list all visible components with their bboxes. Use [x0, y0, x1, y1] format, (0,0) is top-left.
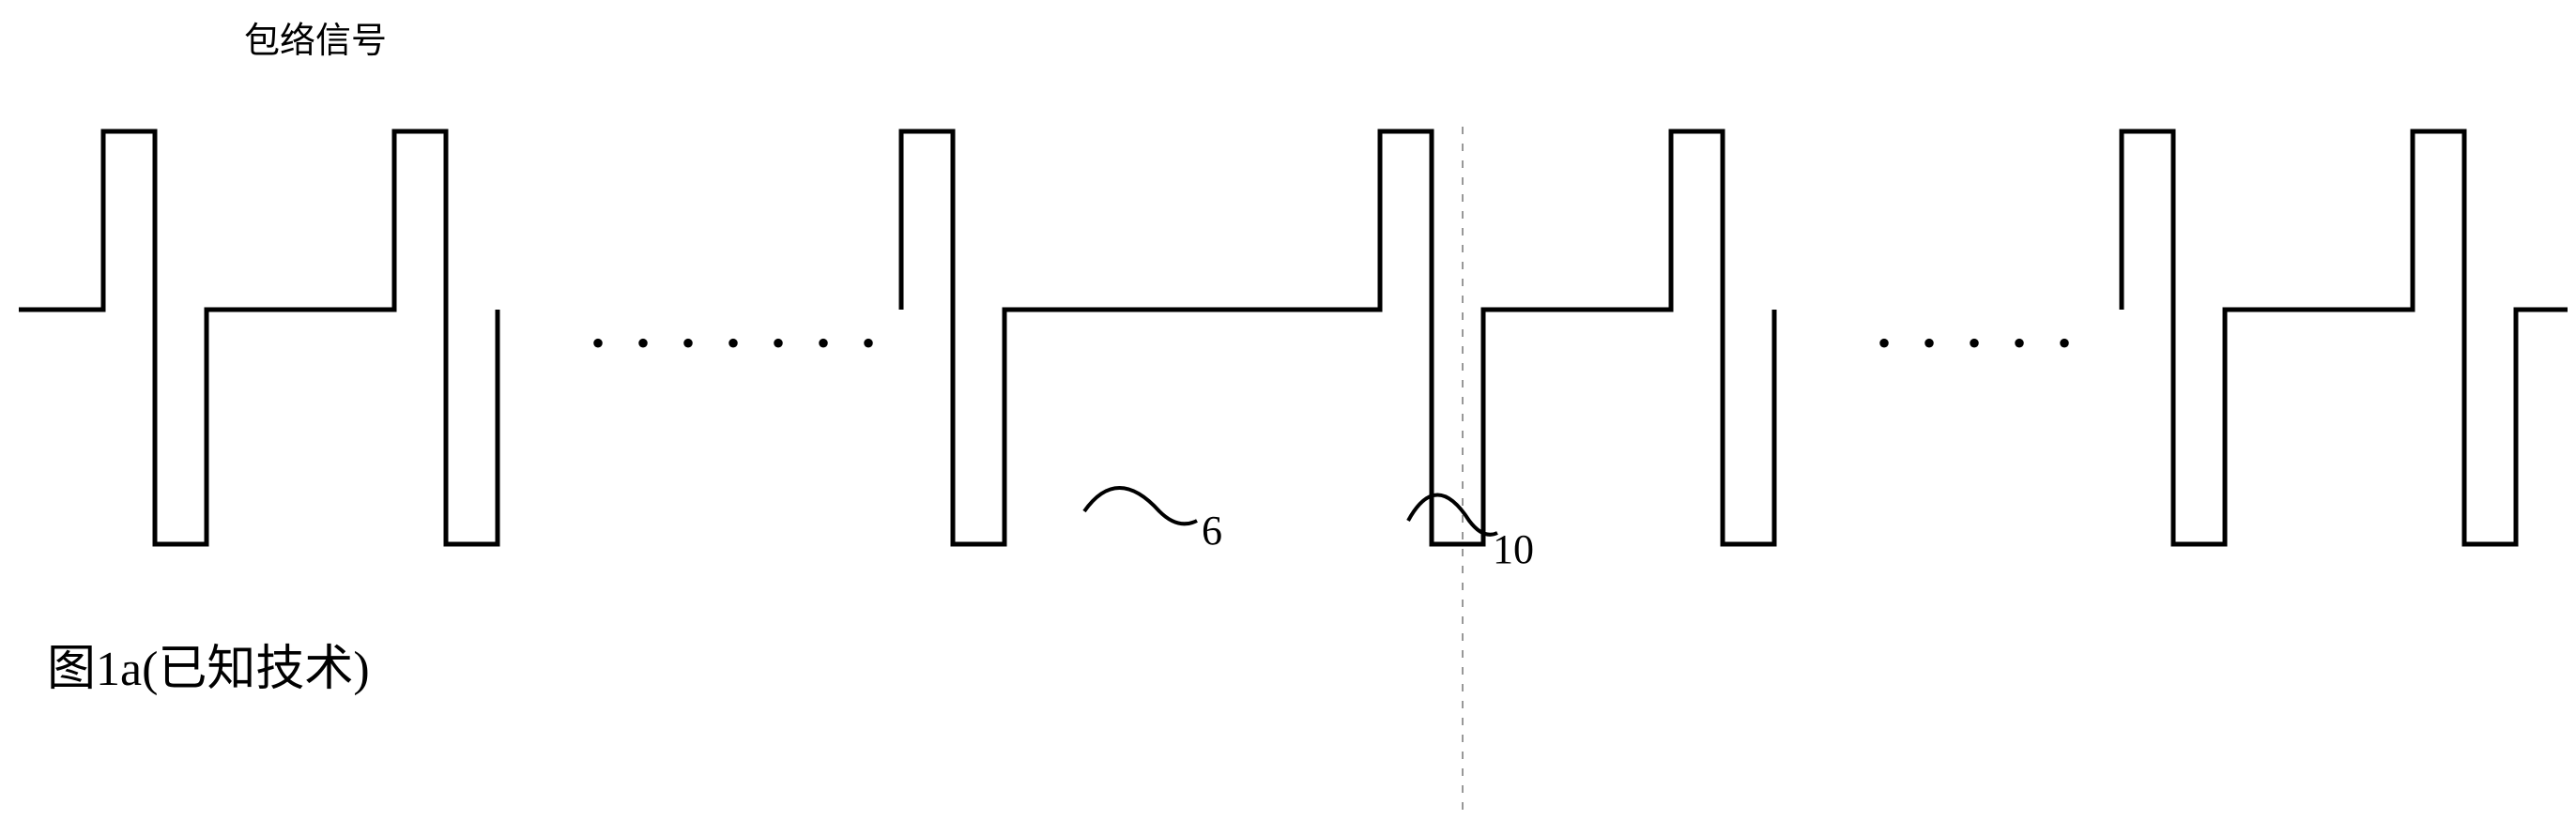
ellipsis-1: • • • • • • • — [591, 321, 886, 365]
figure-canvas: 包络信号 图1a(已知技术) 6 10 • • • • • • • • • • … — [0, 0, 2576, 820]
ellipsis-2: • • • • • — [1878, 321, 2082, 365]
waveform-path — [19, 131, 498, 544]
waveform-path — [901, 131, 1774, 544]
waveform-path — [2122, 131, 2568, 544]
title-label: 包络信号 — [244, 11, 387, 63]
ref-6-label: 6 — [1202, 507, 1222, 554]
caption-label: 图1a(已知技术) — [47, 629, 370, 699]
ref-10-label: 10 — [1493, 525, 1534, 573]
leader-l6 — [1084, 488, 1197, 524]
waveform-svg — [0, 0, 2576, 820]
